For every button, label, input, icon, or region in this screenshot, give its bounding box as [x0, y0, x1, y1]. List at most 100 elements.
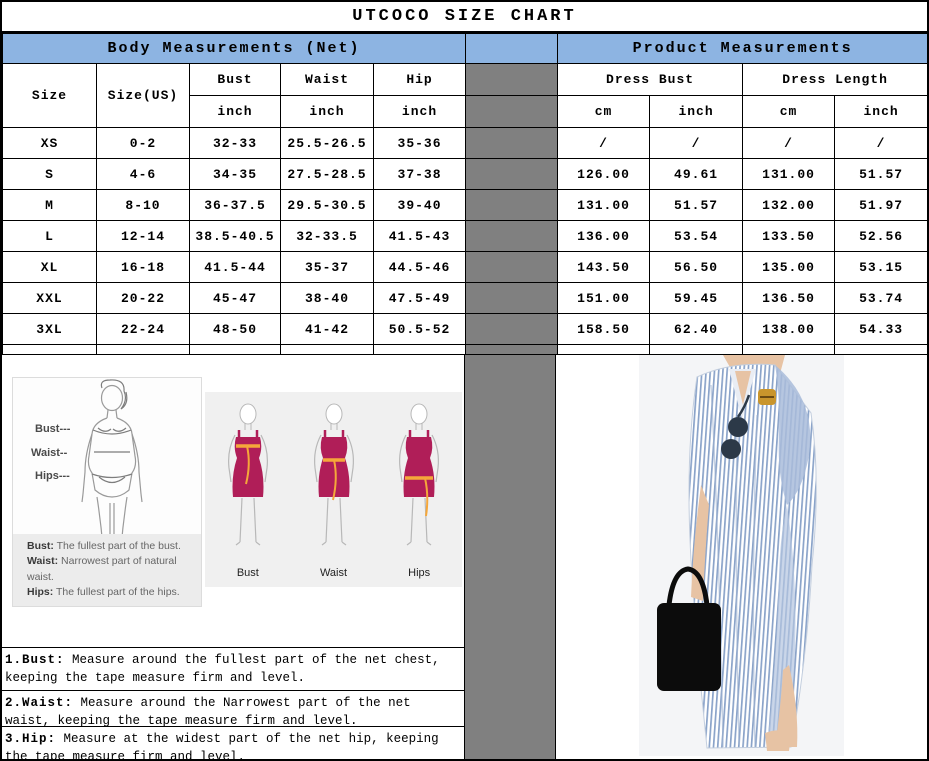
empty-cell: [96, 344, 190, 355]
table-row: 3XL 22-24 48-50 41-42 50.5-52 158.50 62.40 138.…: [2, 313, 929, 345]
separator-cell: [465, 189, 559, 221]
col-header-dress-bust: Dress Bust: [557, 63, 744, 96]
body-bust-cell: 36-37.5: [189, 189, 281, 221]
body-waist-cell: 29.5-30.5: [280, 189, 374, 221]
unit-header-inch: inch: [372, 95, 467, 128]
striped-dress-photo: [639, 355, 844, 756]
product-length-cm-cell: 133.50: [742, 220, 836, 252]
product-bust-cm-cell: 158.50: [557, 313, 651, 345]
body-waist-cell: 32-33.5: [280, 220, 374, 252]
section-header-row: Body Measurements (Net) Product Measurem…: [1, 33, 929, 64]
col-header-size-us: Size(US): [96, 63, 190, 128]
body-bust-cell: 34-35: [189, 158, 281, 190]
empty-row: [2, 344, 929, 355]
body-size-cell: XL: [2, 251, 97, 283]
product-bust-cm-cell: 126.00: [557, 158, 651, 190]
body-bust-cell: 38.5-40.5: [189, 220, 281, 252]
product-photo-panel: [556, 355, 927, 759]
separator-cell: [465, 220, 559, 252]
product-length-cm-cell: 135.00: [742, 251, 836, 283]
body-size-us-cell: 16-18: [96, 251, 190, 283]
body-size-cell: XS: [2, 127, 97, 159]
product-bust-inch-cell: 53.54: [649, 220, 744, 252]
waist-line-label: Waist--: [31, 447, 68, 459]
separator-column: [464, 355, 556, 759]
product-bust-inch-cell: 62.40: [649, 313, 744, 345]
product-length-inch-cell: 51.97: [834, 189, 929, 221]
empty-cell: [2, 344, 97, 355]
empty-cell: [834, 344, 929, 355]
product-length-inch-cell: /: [834, 127, 929, 159]
product-length-inch-cell: 54.33: [834, 313, 929, 345]
product-bust-cm-cell: 136.00: [557, 220, 651, 252]
empty-cell: [649, 344, 744, 355]
column-header-row-2: inch inch inch cm inch cm inch: [3, 95, 929, 128]
body-size-us-cell: 20-22: [96, 282, 190, 314]
body-waist-cell: 35-37: [280, 251, 374, 283]
tape-measure-illustration: Bust Waist Hips: [205, 392, 462, 587]
hips-line-label: Hips---: [35, 470, 70, 482]
body-bust-cell: 45-47: [189, 282, 281, 314]
separator-cell: [465, 95, 559, 128]
product-bust-cm-cell: 131.00: [557, 189, 651, 221]
body-bust-cell: 41.5-44: [189, 251, 281, 283]
body-size-cell: L: [2, 220, 97, 252]
product-bust-inch-cell: 59.45: [649, 282, 744, 314]
product-length-cm-cell: 132.00: [742, 189, 836, 221]
unit-header-inch: inch: [280, 95, 374, 128]
separator-cell: [465, 63, 559, 96]
col-header-size: Size: [2, 63, 97, 128]
body-hip-cell: 44.5-46: [372, 251, 467, 283]
hips-definition: Hips: The fullest part of the hips.: [27, 585, 180, 598]
body-hip-cell: 41.5-43: [372, 220, 467, 252]
size-chart-table: Body Measurements (Net) Product Measurem…: [1, 33, 929, 355]
empty-cell: [189, 344, 281, 355]
body-size-us-cell: 12-14: [96, 220, 190, 252]
bottom-section: Bust--- Waist-- Hips--- Bust: The fulles…: [2, 355, 927, 761]
body-waist-cell: 38-40: [280, 282, 374, 314]
empty-cell: [372, 344, 467, 355]
product-length-cm-cell: /: [742, 127, 836, 159]
body-size-cell: S: [2, 158, 97, 190]
product-photo: [639, 355, 844, 756]
product-measurements-header: Product Measurements: [557, 33, 929, 64]
body-bust-cell: 32-33: [189, 127, 281, 159]
product-bust-inch-cell: 51.57: [649, 189, 744, 221]
body-hip-cell: 37-38: [372, 158, 467, 190]
table-row: M 8-10 36-37.5 29.5-30.5 39-40 131.00 51.57 132…: [2, 189, 929, 221]
table-row: L 12-14 38.5-40.5 32-33.5 41.5-43 136.00 53.54…: [2, 220, 929, 252]
product-bust-inch-cell: 49.61: [649, 158, 744, 190]
separator-cell: [465, 282, 559, 314]
measure-definitions: Bust: The fullest part of the bust. Wais…: [13, 534, 201, 606]
body-bust-cell: 48-50: [189, 313, 281, 345]
body-size-cell: M: [2, 189, 97, 221]
empty-cell: [557, 344, 651, 355]
unit-header-inch: inch: [834, 95, 929, 128]
column-header-row-1: Size Size(US) Bust Waist Hip Dress Bust …: [2, 63, 929, 128]
note-hip: 3.Hip: Measure at the widest part of the…: [5, 732, 439, 761]
table-row: S 4-6 34-35 27.5-28.5 37-38 126.00 49.61 131.00…: [2, 158, 929, 190]
note-bust: 1.Bust: Measure around the fullest part …: [2, 648, 464, 691]
measurement-guide-panel: Bust--- Waist-- Hips--- Bust: The fulles…: [2, 355, 464, 761]
product-bust-cm-cell: 143.50: [557, 251, 651, 283]
product-bust-cm-cell: /: [557, 127, 651, 159]
body-hip-cell: 47.5-49: [372, 282, 467, 314]
tape-label-hips: Hips: [408, 567, 431, 579]
separator-cell: [465, 127, 559, 159]
body-hip-cell: 35-36: [372, 127, 467, 159]
product-bust-inch-cell: /: [649, 127, 744, 159]
body-hip-cell: 50.5-52: [372, 313, 467, 345]
tape-label-waist: Waist: [319, 567, 348, 579]
table-row: XXL 20-22 45-47 38-40 47.5-49 151.00 59.45 136.…: [2, 282, 929, 314]
tape-figure-labels: Bust Waist Hips: [205, 567, 462, 579]
body-size-us-cell: 0-2: [96, 127, 190, 159]
product-length-inch-cell: 51.57: [834, 158, 929, 190]
separator-cell: [465, 158, 559, 190]
col-header-bust: Bust: [189, 63, 281, 96]
body-outline-figure: Bust--- Waist-- Hips---: [31, 379, 143, 549]
body-size-us-cell: 8-10: [96, 189, 190, 221]
product-bust-cm-cell: 151.00: [557, 282, 651, 314]
bust-line-label: Bust---: [35, 423, 71, 435]
separator-cell: [465, 33, 559, 64]
